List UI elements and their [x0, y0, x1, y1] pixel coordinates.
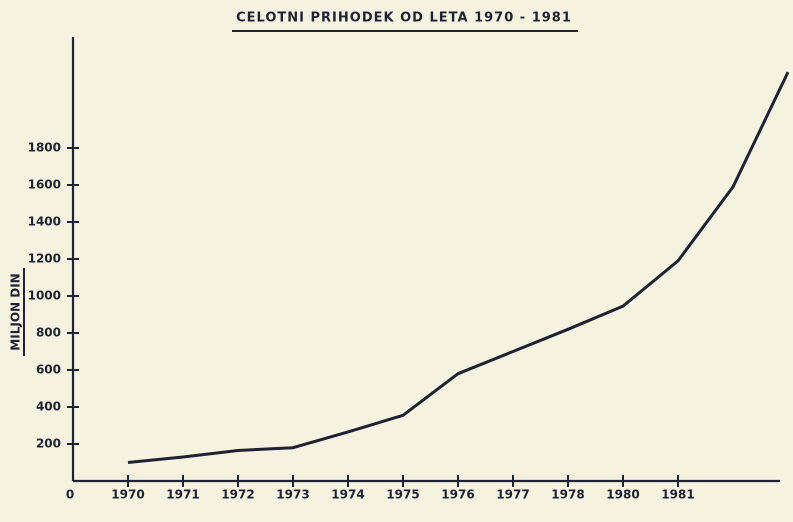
y-tick-label: 600 — [36, 363, 61, 377]
x-tick-label: 1981 — [661, 488, 694, 502]
x-tick-label: 1974 — [331, 488, 364, 502]
x-tick-label: 1973 — [276, 488, 309, 502]
x-tick-label: 1970 — [111, 488, 144, 502]
x-tick-label: 1975 — [386, 488, 419, 502]
x-tick-label: 1976 — [441, 488, 474, 502]
y-tick-label: 1000 — [28, 289, 61, 303]
y-tick-label: 400 — [36, 400, 61, 414]
y-tick-label: 800 — [36, 326, 61, 340]
y-tick-label: 200 — [36, 437, 61, 451]
y-tick-label: 1800 — [28, 141, 61, 155]
y-tick-label: 1200 — [28, 252, 61, 266]
data-line — [127, 71, 790, 464]
x-tick-label: 1980 — [606, 488, 639, 502]
x-tick-label: 1971 — [166, 488, 199, 502]
origin-label: 0 — [66, 488, 74, 502]
y-tick-label: 1400 — [28, 215, 61, 229]
x-tick-label: 1978 — [551, 488, 584, 502]
y-axis-label: MILJON DIN — [9, 273, 23, 350]
y-tick-label: 1600 — [28, 178, 61, 192]
x-tick-label: 1972 — [221, 488, 254, 502]
x-tick-label: 1977 — [496, 488, 529, 502]
chart-title: CELOTNI PRIHODEK OD LETA 1970 - 1981 — [236, 11, 572, 26]
